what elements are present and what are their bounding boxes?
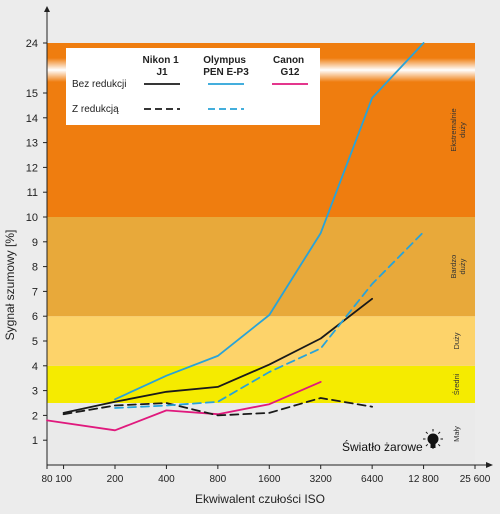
y-tick-label-8: 9 xyxy=(32,237,38,249)
band-label-0: Mały xyxy=(452,426,461,442)
x-tick-label-9: 25 600 xyxy=(460,474,491,485)
annotation-label: Światło żarowe xyxy=(342,439,423,454)
x-axis-arrow xyxy=(486,462,493,468)
y-tick-label-15: 24 xyxy=(26,38,38,50)
y-tick-label-2: 3 xyxy=(32,386,38,398)
x-tick-label-3: 400 xyxy=(158,474,175,485)
legend-box xyxy=(66,48,320,125)
legend-row-0: Bez redukcji xyxy=(72,79,126,90)
y-axis-arrow xyxy=(44,6,50,12)
x-tick-label-1: 100 xyxy=(55,474,72,485)
series-line-1 xyxy=(114,42,425,401)
x-tick-label-6: 3200 xyxy=(310,474,333,485)
light-bulb-base xyxy=(430,443,436,448)
y-tick-label-9: 10 xyxy=(26,212,38,224)
legend-column-1: Olympus PEN E-P3 xyxy=(203,55,249,78)
series-line-3 xyxy=(62,397,374,417)
y-tick-label-3: 4 xyxy=(32,361,38,373)
light-bulb-ray-3 xyxy=(425,443,429,447)
band-label-1: Średni xyxy=(452,373,461,395)
y-tick-label-14: 15 xyxy=(26,88,38,100)
band-1 xyxy=(47,365,475,403)
y-tick-label-4: 5 xyxy=(32,336,38,348)
x-tick-label-0: 80 xyxy=(41,474,53,485)
legend-row-1: Z redukcją xyxy=(72,104,119,115)
legend-column-0: Nikon 1 J1 xyxy=(143,55,182,78)
band-label-2: Duży xyxy=(452,332,461,349)
y-tick-label-12: 13 xyxy=(26,138,38,150)
y-tick-label-5: 6 xyxy=(32,311,38,323)
y-axis-title: Sygnał szumowy [%] xyxy=(3,230,17,341)
band-3 xyxy=(47,217,475,317)
band-2 xyxy=(47,316,475,366)
y-tick-label-6: 7 xyxy=(32,286,38,298)
band-label-4: Ekstremalnieduży xyxy=(449,108,467,151)
light-bulb-ray-7 xyxy=(437,431,441,435)
x-axis-title: Ekwiwalent czułości ISO xyxy=(195,492,325,506)
series-line-2 xyxy=(46,380,322,432)
x-tick-label-8: 12 800 xyxy=(408,474,439,485)
y-tick-label-0: 1 xyxy=(32,435,38,447)
band-0 xyxy=(47,403,475,465)
x-tick-label-2: 200 xyxy=(107,474,124,485)
y-tick-label-11: 12 xyxy=(26,162,38,174)
x-tick-label-4: 800 xyxy=(210,474,227,485)
series-line-0 xyxy=(62,297,374,414)
legend-column-2: Canon G12 xyxy=(273,55,307,78)
light-bulb-ray-5 xyxy=(425,431,429,435)
y-tick-label-13: 14 xyxy=(26,113,38,125)
light-bulb-icon xyxy=(427,433,439,445)
light-bulb-ray-1 xyxy=(437,443,441,447)
y-tick-label-10: 11 xyxy=(27,187,38,199)
y-tick-label-7: 8 xyxy=(32,262,38,274)
series-line-4 xyxy=(114,230,425,409)
x-tick-label-5: 1600 xyxy=(258,474,281,485)
band-label-3: Bardzoduży xyxy=(449,255,467,279)
y-tick-label-1: 2 xyxy=(32,410,38,422)
x-tick-label-7: 6400 xyxy=(361,474,384,485)
